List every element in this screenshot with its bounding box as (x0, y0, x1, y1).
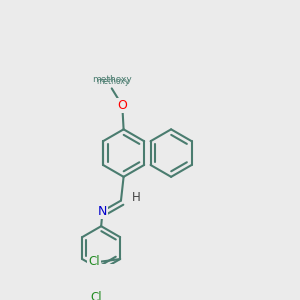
Text: N: N (98, 205, 107, 218)
Text: H: H (131, 191, 140, 204)
Text: methoxy: methoxy (92, 75, 132, 84)
Text: Cl: Cl (88, 255, 100, 268)
Text: Cl: Cl (90, 291, 102, 300)
Text: methoxy: methoxy (96, 77, 130, 86)
Text: O: O (117, 99, 127, 112)
